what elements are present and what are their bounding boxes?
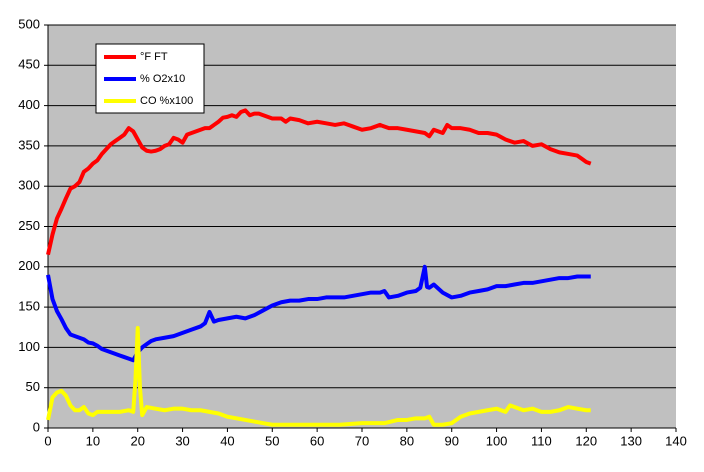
y-tick-label: 250 (18, 218, 40, 233)
x-tick-label: 120 (575, 433, 597, 448)
x-tick-label: 60 (310, 433, 324, 448)
legend-label: °F FT (140, 51, 168, 63)
y-tick-label: 300 (18, 178, 40, 193)
x-tick-label: 70 (355, 433, 369, 448)
legend-label: CO %x100 (140, 95, 193, 107)
x-tick-label: 100 (486, 433, 508, 448)
x-tick-label: 50 (265, 433, 279, 448)
legend: °F FT % O2x10 CO %x100 (95, 43, 205, 114)
series-line (46, 108, 592, 256)
x-tick-label: 10 (86, 433, 100, 448)
y-tick-label: 100 (18, 339, 40, 354)
y-tick-label: 400 (18, 97, 40, 112)
y-tick-label: 450 (18, 57, 40, 72)
x-tick-label: 110 (531, 433, 552, 448)
y-tick-label: 150 (18, 299, 40, 314)
series-line (46, 326, 591, 427)
series-line (46, 264, 591, 363)
x-tick-label: 0 (44, 433, 51, 448)
x-tick-label: 30 (175, 433, 189, 448)
x-tick-label: 80 (400, 433, 414, 448)
y-tick-label: 200 (18, 258, 40, 273)
x-tick-label: 130 (620, 433, 642, 448)
y-tick-label: 500 (18, 16, 40, 31)
x-tick-label: 40 (220, 433, 234, 448)
y-tick-label: 50 (26, 379, 40, 394)
legend-label: % O2x10 (140, 73, 185, 85)
y-tick-label: 0 (33, 419, 40, 434)
y-tick-label: 350 (18, 137, 40, 152)
x-tick-label: 20 (130, 433, 144, 448)
x-tick-label: 90 (444, 433, 458, 448)
x-tick-label: 140 (665, 433, 687, 448)
